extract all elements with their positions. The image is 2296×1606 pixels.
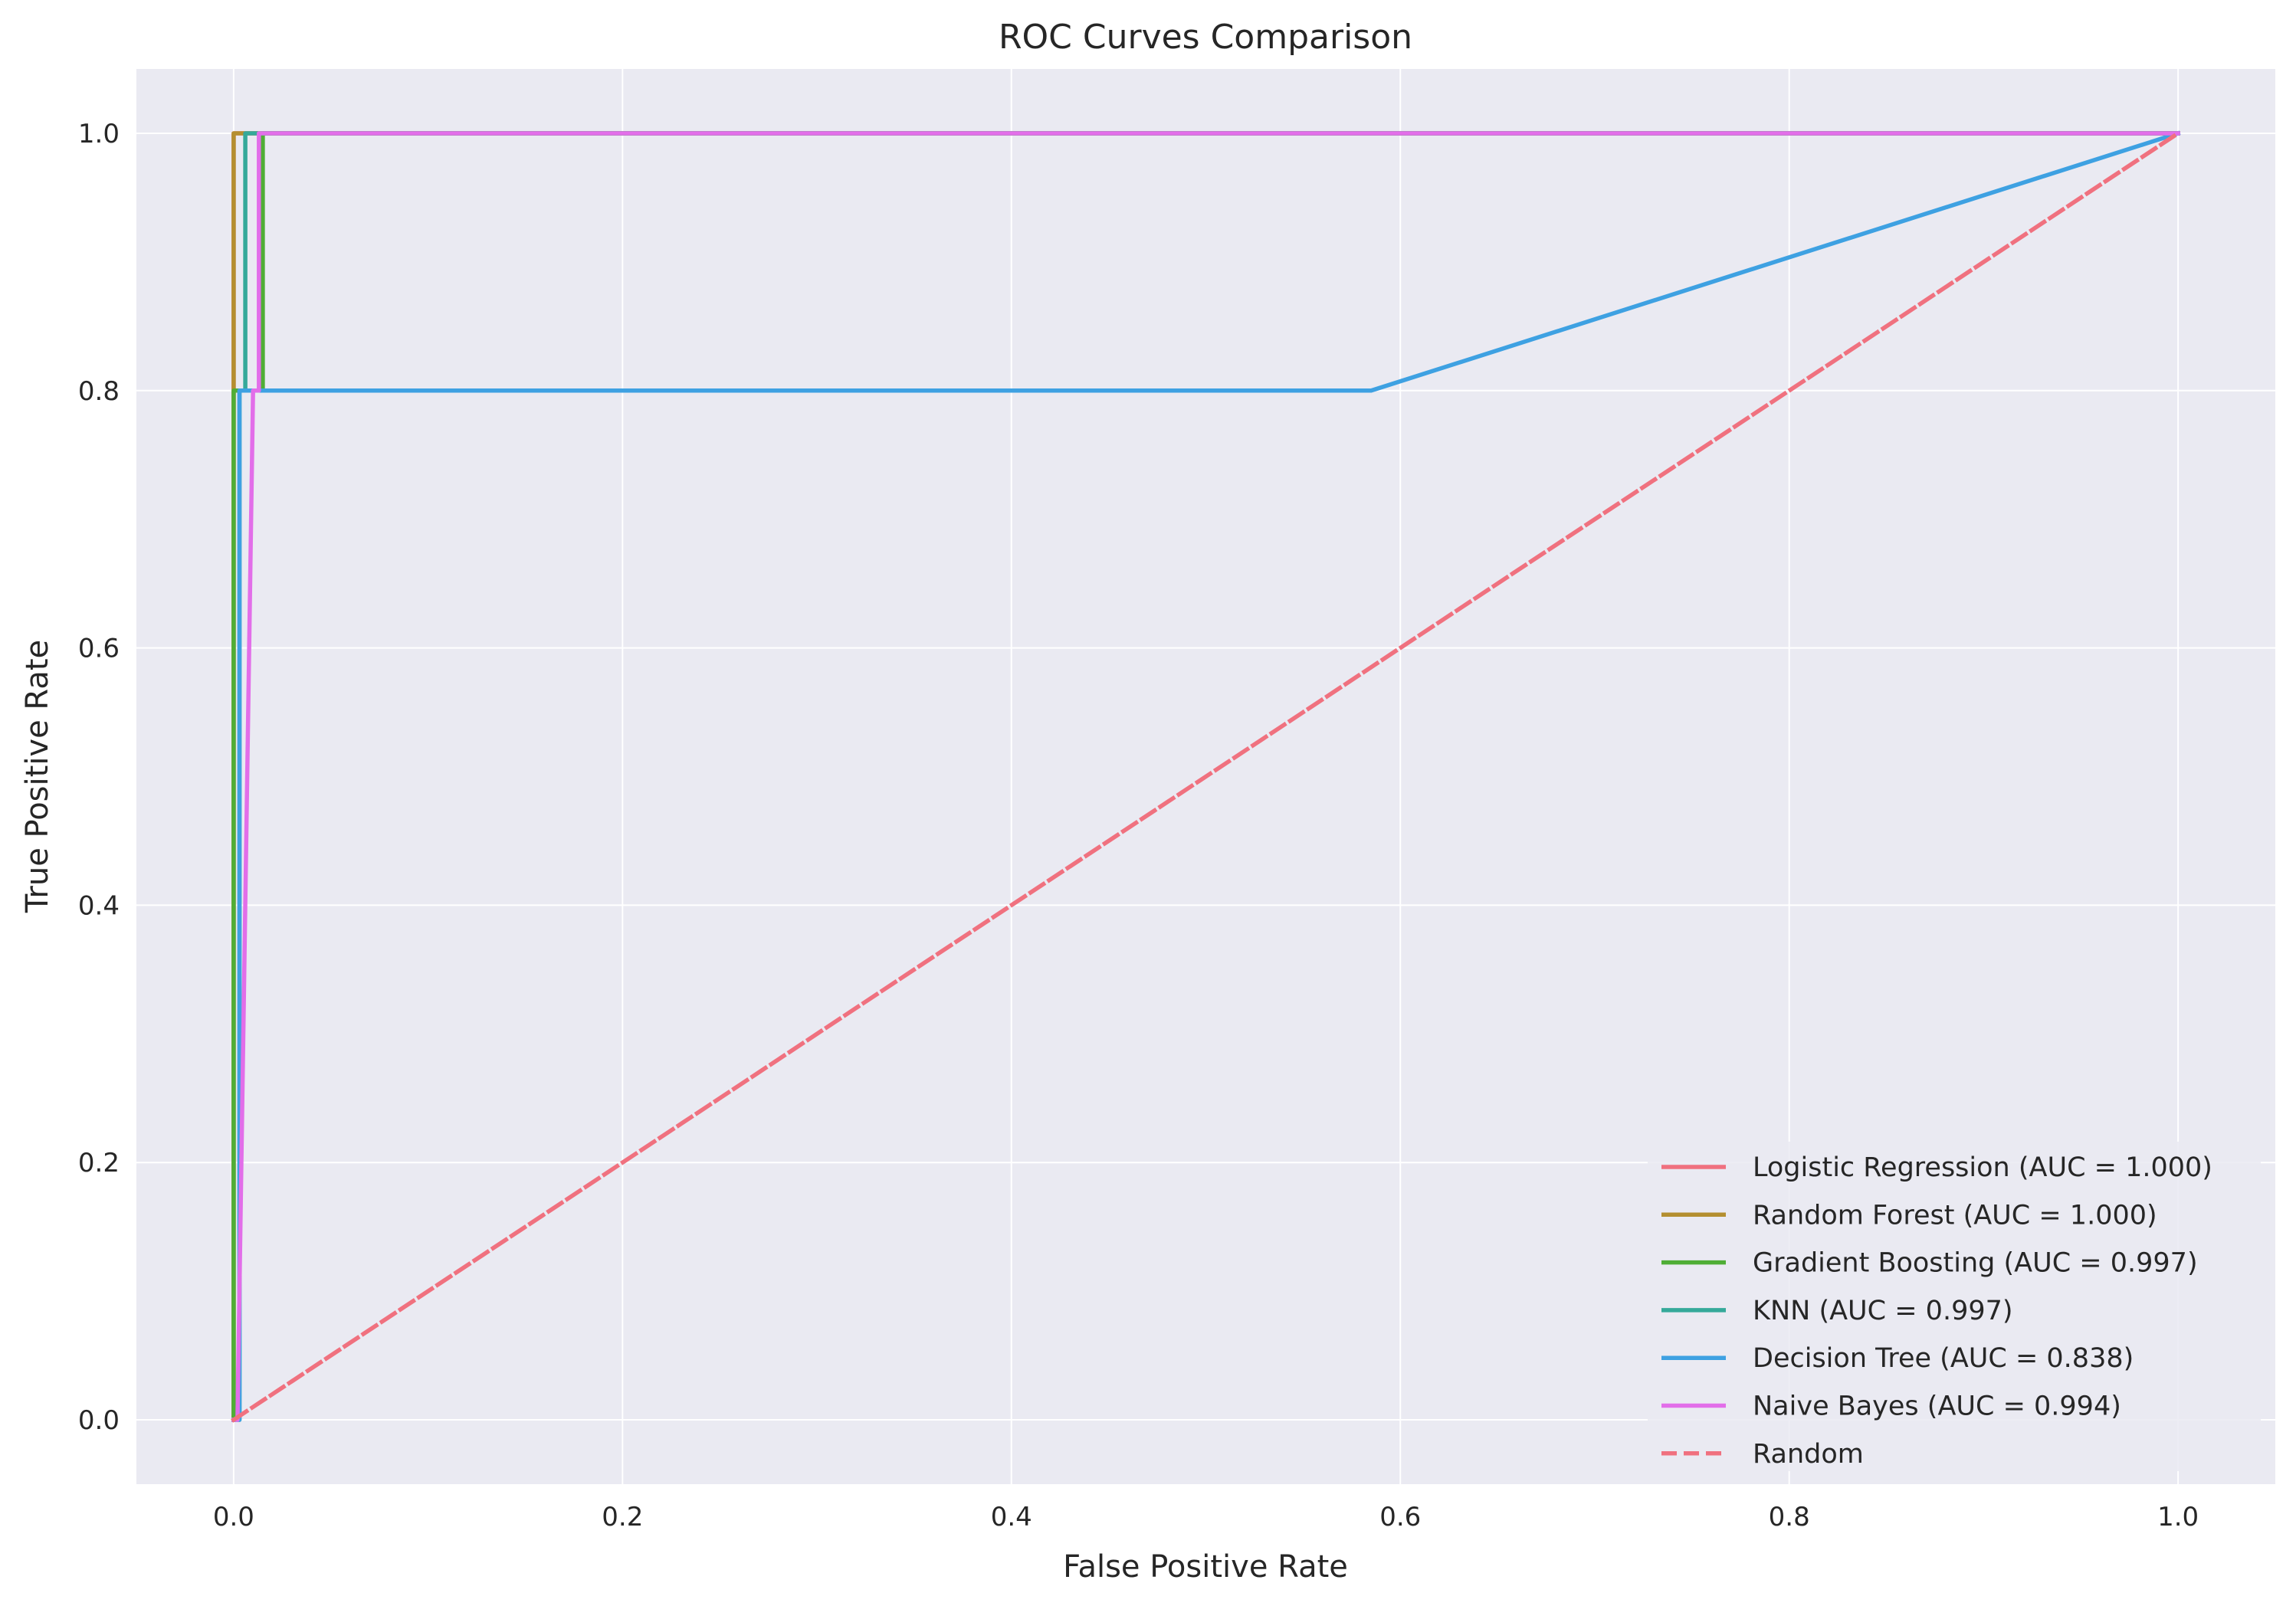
x-tick-label: 0.4 — [991, 1502, 1032, 1532]
y-tick-label: 0.2 — [78, 1148, 120, 1178]
legend-entry-label: Decision Tree (AUC = 0.838) — [1753, 1343, 2134, 1374]
x-axis-ticks: 0.0 0.2 0.4 0.6 0.8 1.0 — [213, 1502, 2199, 1532]
y-tick-label: 1.0 — [78, 119, 120, 149]
legend-entry-label: KNN (AUC = 0.997) — [1753, 1296, 2013, 1326]
legend-entry-label: Logistic Regression (AUC = 1.000) — [1753, 1152, 2212, 1183]
x-tick-label: 1.0 — [2157, 1502, 2199, 1532]
x-axis-label: False Positive Rate — [1063, 1549, 1348, 1585]
y-tick-label: 0.8 — [78, 376, 120, 407]
y-tick-label: 0.0 — [78, 1405, 120, 1436]
legend-entry-label: Random — [1753, 1439, 1864, 1470]
series-lines — [231, 130, 2181, 1423]
y-tick-label: 0.4 — [78, 890, 120, 921]
legend-entry-label: Naive Bayes (AUC = 0.994) — [1753, 1391, 2121, 1422]
legend-box — [1648, 1142, 2261, 1471]
chart-title: ROC Curves Comparison — [999, 18, 1412, 57]
legend-entry-label: Gradient Boosting (AUC = 0.997) — [1753, 1248, 2198, 1279]
legend-entry-label: Random Forest (AUC = 1.000) — [1753, 1200, 2157, 1231]
x-tick-label: 0.8 — [1769, 1502, 1810, 1532]
x-tick-label: 0.0 — [213, 1502, 254, 1532]
y-axis-ticks: 0.0 0.2 0.4 0.6 0.8 1.0 — [78, 119, 120, 1436]
y-axis-label: True Positive Rate — [20, 640, 55, 913]
series-line-7 — [231, 130, 2181, 1423]
x-tick-label: 0.2 — [602, 1502, 643, 1532]
legend: Logistic Regression (AUC = 1.000) Random … — [1648, 1142, 2261, 1471]
y-tick-label: 0.6 — [78, 634, 120, 664]
x-tick-label: 0.6 — [1379, 1502, 1421, 1532]
